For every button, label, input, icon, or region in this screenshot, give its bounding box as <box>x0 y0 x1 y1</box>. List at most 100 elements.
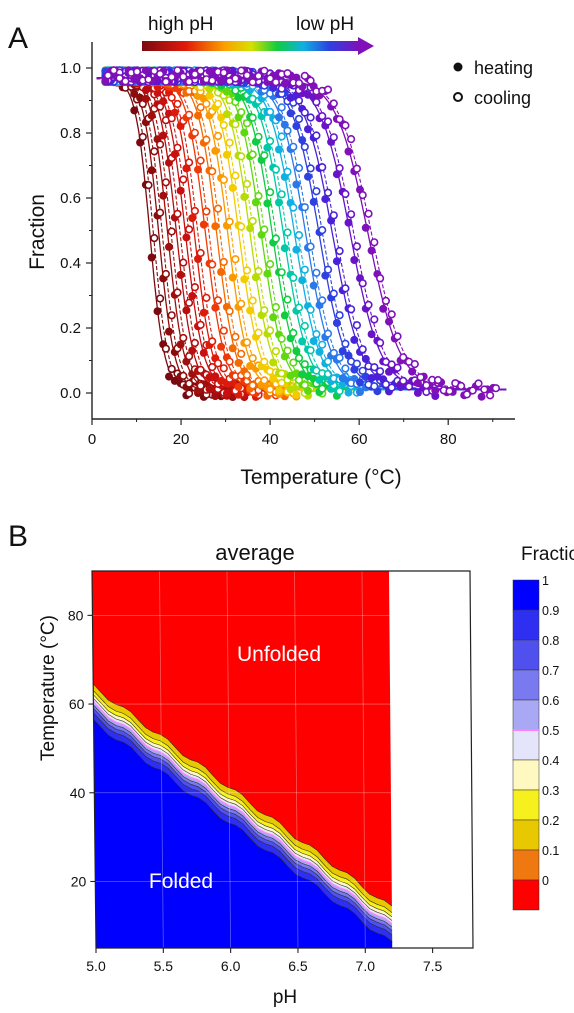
data-point-cooling <box>300 321 309 331</box>
colorbar-swatch <box>512 699 540 731</box>
data-point-cooling <box>312 187 321 196</box>
contour-band-unfolded <box>92 571 392 906</box>
colorbar-swatch <box>512 759 540 791</box>
data-point-cooling <box>179 72 188 81</box>
data-point-heating <box>147 253 156 262</box>
data-point-heating <box>147 166 156 175</box>
data-point-cooling <box>358 279 367 288</box>
contour-band <box>93 704 393 931</box>
data-point-cooling <box>266 188 275 197</box>
data-point-cooling <box>237 108 246 117</box>
data-point-cooling <box>144 181 153 190</box>
data-point-heating <box>182 233 191 242</box>
data-point-cooling <box>225 307 234 316</box>
data-point-heating <box>205 67 214 76</box>
data-point-heating <box>292 245 301 254</box>
ph-arrow <box>142 37 374 55</box>
data-point-cooling <box>156 294 165 303</box>
data-point-cooling <box>306 164 315 173</box>
x-tick-label-a: 40 <box>262 431 279 448</box>
data-point-cooling <box>202 99 211 108</box>
data-point-heating <box>344 388 353 397</box>
data-point-cooling <box>318 111 327 121</box>
data-point-cooling <box>266 107 275 116</box>
data-point-heating <box>188 346 197 355</box>
data-point-cooling <box>352 321 362 330</box>
data-point-cooling <box>196 66 205 75</box>
colorbar-swatch <box>512 609 540 641</box>
data-point-cooling <box>161 77 170 86</box>
data-point-cooling <box>185 110 194 119</box>
colorbar-label: 0.4 <box>542 754 559 768</box>
colorbar-label: 0.1 <box>542 844 559 858</box>
data-point-heating <box>194 111 202 120</box>
data-point-cooling <box>167 311 176 320</box>
data-point-cooling <box>266 385 275 394</box>
data-point-heating <box>170 108 179 117</box>
data-point-heating <box>188 214 197 223</box>
legend-cooling-label: cooling <box>474 88 531 108</box>
data-point-cooling <box>242 370 252 380</box>
data-point-cooling <box>237 222 246 231</box>
arrow-low-ph-label: low pH <box>296 14 354 35</box>
data-point-cooling <box>289 142 298 151</box>
axis-ticks-a: 0 20 40 60 80 0.0 0.2 0.4 0.6 0.8 1.0 <box>60 60 494 448</box>
data-point-cooling <box>283 346 292 355</box>
data-point-heating <box>275 198 283 207</box>
data-point-cooling <box>231 332 240 342</box>
data-point-heating <box>275 145 283 154</box>
data-point-heating <box>228 183 237 192</box>
data-point-cooling <box>306 346 315 355</box>
region-label-unfolded: Unfolded <box>237 643 321 666</box>
data-point-heating <box>263 199 272 208</box>
data-point-cooling <box>196 365 205 375</box>
data-point-cooling <box>364 300 373 310</box>
data-point-heating <box>234 358 243 367</box>
data-point-cooling <box>381 296 391 306</box>
data-point-cooling <box>254 328 263 337</box>
data-point-heating <box>298 276 307 285</box>
data-point-cooling <box>352 164 362 173</box>
data-point-heating <box>292 347 301 356</box>
data-point-cooling <box>306 305 315 314</box>
data-point-cooling <box>370 363 379 372</box>
data-point-cooling <box>381 380 391 389</box>
x-axis-title-a: Temperature (°C) <box>240 466 401 489</box>
data-point-cooling <box>393 363 402 372</box>
data-point-cooling <box>312 330 321 339</box>
data-point-cooling <box>294 114 304 124</box>
data-point-heating <box>234 382 243 391</box>
data-point-cooling <box>202 293 211 303</box>
data-point-heating <box>332 319 341 327</box>
x-tick-label-a: 80 <box>440 431 457 448</box>
y-tick-label-a: 0.4 <box>60 255 81 272</box>
data-point-cooling <box>323 85 333 94</box>
legend-heating-marker <box>453 62 463 72</box>
data-point-heating <box>211 372 220 381</box>
data-point-cooling <box>196 381 205 390</box>
data-point-cooling <box>283 228 292 237</box>
panel-b-letter: B <box>8 520 28 553</box>
data-point-cooling <box>283 295 292 304</box>
contour-line <box>93 712 393 936</box>
data-point-cooling <box>404 382 414 391</box>
data-point-cooling <box>254 71 263 81</box>
grid-line-x <box>226 570 232 949</box>
data-point-heating <box>165 372 173 381</box>
data-point-cooling <box>341 364 350 373</box>
y-axis-title-a: Fraction <box>26 194 49 270</box>
data-point-cooling <box>318 226 327 235</box>
colorbar-label: 0.6 <box>542 694 559 708</box>
data-point-heating <box>222 389 231 398</box>
data-point-heating <box>130 106 139 115</box>
data-point-heating <box>141 66 150 75</box>
data-point-cooling <box>416 373 425 382</box>
data-point-cooling <box>254 132 263 141</box>
data-point-heating <box>205 91 214 100</box>
data-point-cooling <box>231 74 240 83</box>
colorbar-label: 0.2 <box>542 814 559 828</box>
data-point-cooling <box>277 268 286 277</box>
data-point-heating <box>309 337 318 346</box>
data-point-cooling <box>289 273 298 282</box>
data-point-cooling <box>370 238 379 247</box>
